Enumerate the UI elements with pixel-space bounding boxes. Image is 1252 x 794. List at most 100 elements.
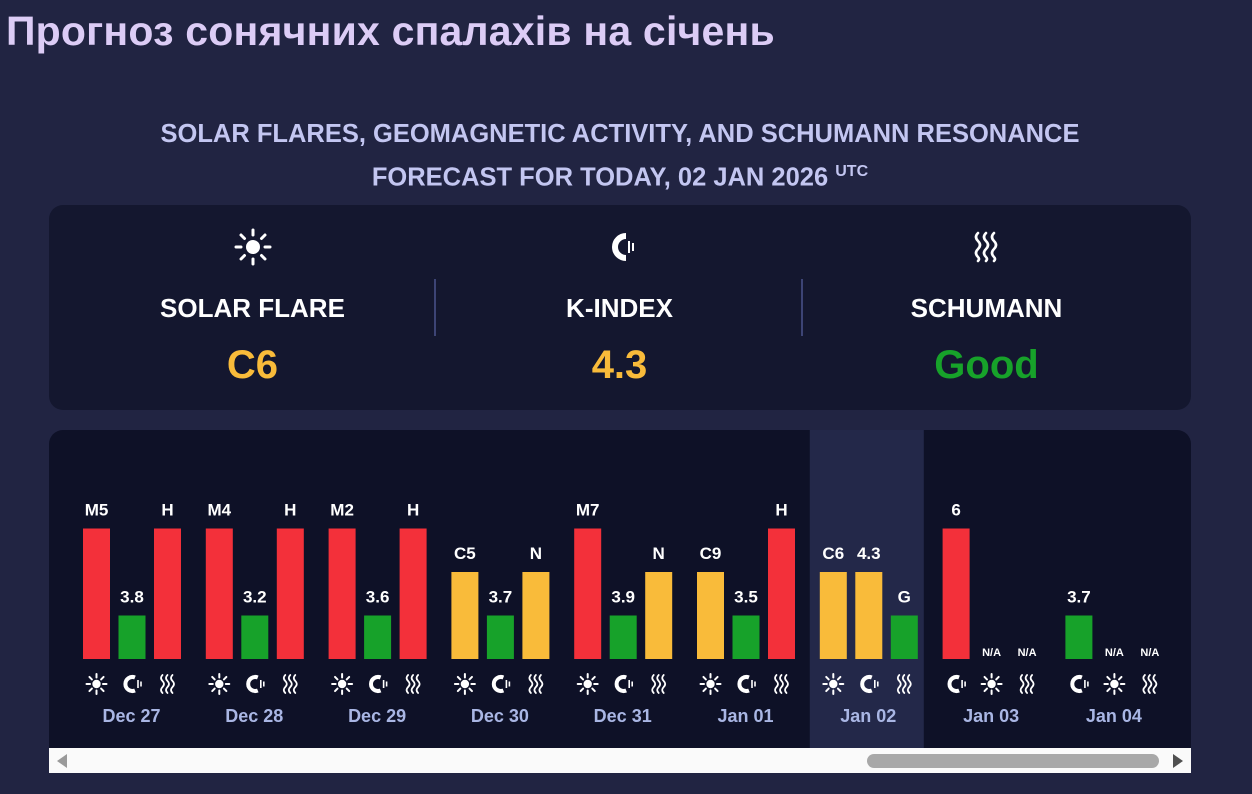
- k-index-label: K-INDEX: [566, 293, 673, 323]
- magnet-icon: [123, 675, 142, 693]
- today-summary-card: SOLAR FLARE C6 K-INDEX 4.3 SCHUMANN: [49, 205, 1191, 410]
- schumann-value-label: H: [407, 501, 419, 520]
- day-date-label: Jan 01: [717, 706, 773, 726]
- day-column: M2 3.6 H Dec 29: [328, 501, 427, 726]
- day-column: 6 N/A N/A Jan 03: [942, 501, 1037, 726]
- sun-icon: [69, 227, 436, 267]
- sun-icon: [822, 673, 845, 695]
- kindex-bar: [1065, 615, 1093, 659]
- horizontal-scrollbar[interactable]: [49, 748, 1191, 773]
- schumann-bar: [522, 572, 550, 659]
- flare-value-label: M4: [207, 501, 231, 520]
- waves-icon: [896, 674, 912, 694]
- summary-k-index: K-INDEX 4.3: [436, 205, 803, 410]
- scroll-left-arrow-icon[interactable]: [57, 754, 67, 768]
- magnet-icon: [1070, 675, 1089, 693]
- sun-icon: [1103, 673, 1126, 695]
- day-column: 3.7 N/A N/A Jan 04: [1065, 588, 1159, 726]
- magnet-icon: [491, 675, 511, 693]
- sun-icon: [331, 673, 354, 695]
- schumann-value-label: N: [530, 544, 542, 563]
- waves-icon: [1019, 674, 1035, 694]
- schumann-value-label: G: [898, 588, 911, 607]
- kindex-value-label: 3.7: [489, 588, 513, 607]
- day-column: M5 3.8 H Dec 27: [83, 501, 181, 726]
- flare-value-label: M7: [576, 501, 600, 520]
- flare-value-label: N/A: [982, 647, 1001, 659]
- kindex-bar: [364, 615, 392, 659]
- flare-value-label: N/A: [1105, 647, 1124, 659]
- forecast-bar-chart: H M5 3.8 H Dec 27 M4 3.2 H Dec 28 M2 3.6 H Dec 29 C5 3…: [83, 430, 1159, 748]
- waves-icon: [1142, 674, 1158, 694]
- flare-bar: [451, 572, 479, 659]
- day-date-label: Dec 28: [225, 706, 283, 726]
- summary-schumann: SCHUMANN Good: [803, 205, 1170, 410]
- schumann-bar: [154, 528, 181, 659]
- flare-bar: [328, 528, 356, 659]
- day-date-label: Jan 04: [1086, 706, 1142, 726]
- flare-bar: [205, 528, 233, 659]
- flare-bar: [574, 528, 602, 659]
- schumann-bar: [645, 572, 673, 659]
- kindex-value-label: 4.3: [857, 544, 881, 563]
- flare-value-label: M5: [85, 501, 109, 520]
- subtitle-date: FORECAST FOR TODAY, 02 JAN 2026: [371, 163, 829, 192]
- sun-icon: [85, 673, 108, 695]
- kindex-bar: [942, 528, 970, 659]
- day-column: C9 3.5 H Jan 01: [697, 501, 795, 726]
- forecast-chart-scroll-area[interactable]: H M5 3.8 H Dec 27 M4 3.2 H Dec 28 M2 3.6 H Dec 29 C5 3…: [49, 430, 1191, 748]
- magnet-icon: [860, 675, 879, 693]
- kindex-value-label: 3.2: [243, 588, 267, 607]
- scrollbar-thumb[interactable]: [867, 754, 1159, 768]
- summary-divider: [434, 279, 436, 336]
- sun-icon: [980, 673, 1003, 695]
- subtitle-line-2: FORECAST FOR TODAY, 02 JAN 2026 UTC: [60, 153, 1180, 197]
- waves-icon: [528, 674, 544, 694]
- flare-bar: [697, 572, 724, 659]
- schumann-bar: [768, 528, 795, 659]
- flare-value-label: C9: [700, 544, 722, 563]
- schumann-value-label: N: [653, 544, 665, 563]
- page-title: Прогноз сонячних спалахів на січень: [6, 8, 775, 54]
- waves-icon: [405, 674, 421, 694]
- waves-icon: [803, 227, 1170, 267]
- subtitle-line-1: SOLAR FLARES, GEOMAGNETIC ACTIVITY, AND …: [160, 120, 1080, 148]
- flare-bar: [819, 572, 847, 659]
- waves-icon: [774, 674, 789, 694]
- kindex-value-label: 6: [951, 501, 960, 520]
- solar-flare-label: SOLAR FLARE: [160, 293, 345, 323]
- kindex-value-label: 3.9: [611, 588, 635, 607]
- kindex-value-label: 3.6: [366, 588, 390, 607]
- schumann-value: Good: [934, 343, 1039, 387]
- magnet-icon: [246, 675, 265, 693]
- sun-icon: [699, 673, 722, 695]
- magnet-icon: [614, 675, 634, 693]
- forecast-subtitle: SOLAR FLARES, GEOMAGNETIC ACTIVITY, AND …: [60, 116, 1180, 197]
- day-date-label: Dec 31: [594, 706, 652, 726]
- flare-value-label: M2: [330, 501, 354, 520]
- flare-bar: [83, 528, 110, 659]
- utc-label: UTC: [835, 163, 869, 180]
- kindex-bar: [609, 615, 637, 659]
- kindex-bar: [855, 572, 883, 659]
- flare-value-label: C6: [822, 544, 844, 563]
- kindex-bar: [486, 615, 514, 659]
- scroll-right-arrow-icon[interactable]: [1173, 754, 1183, 768]
- waves-icon: [282, 674, 298, 694]
- magnet-icon: [436, 227, 803, 267]
- schumann-label: SCHUMANN: [910, 293, 1063, 323]
- day-column: C6 4.3 G Jan 02: [809, 430, 924, 748]
- summary-divider: [801, 279, 803, 336]
- day-date-label: Dec 29: [348, 706, 406, 726]
- kindex-value-label: 3.7: [1067, 588, 1091, 607]
- schumann-value-label: N/A: [1140, 647, 1159, 659]
- kindex-value-label: 3.5: [734, 588, 758, 607]
- schumann-value-label: H: [161, 501, 173, 520]
- waves-icon: [160, 674, 175, 694]
- sun-icon: [208, 673, 231, 695]
- magnet-icon: [369, 675, 388, 693]
- flare-value-label: C5: [454, 544, 476, 563]
- day-column: M4 3.2 H Dec 28: [205, 501, 304, 726]
- sun-icon: [453, 673, 476, 695]
- day-column: C5 3.7 N Dec 30: [451, 544, 550, 726]
